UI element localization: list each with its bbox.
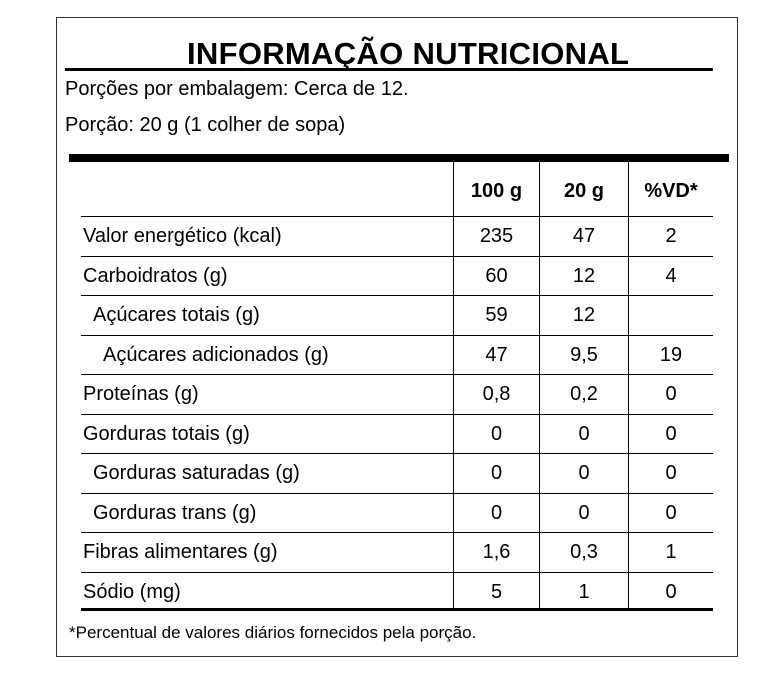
- row-separator: [81, 413, 713, 415]
- nutrient-label: Gorduras totais (g): [83, 422, 250, 445]
- title-rule: [65, 68, 713, 71]
- row-separator: [81, 532, 713, 533]
- nutrient-label: Fibras alimentares (g): [83, 541, 278, 563]
- panel-title: INFORMAÇÃO NUTRICIONAL: [187, 36, 630, 71]
- nutrient-value-v100: 0,8: [482, 383, 511, 405]
- table-bottom-rule: [81, 608, 713, 611]
- column-divider: [539, 154, 540, 609]
- nutrient-value-v100: 1,6: [482, 541, 511, 563]
- servings-per-package: Porções por embalagem: Cerca de 12.: [65, 78, 409, 100]
- nutrient-value-v20: 0,2: [570, 383, 598, 405]
- row-separator: [81, 374, 713, 375]
- column-header-vd: %VD*: [644, 180, 698, 202]
- row-separator: [81, 453, 713, 454]
- nutrient-value-vd: 0: [665, 501, 677, 524]
- column-divider: [453, 154, 454, 609]
- nutrient-value-v20: 12: [572, 304, 596, 326]
- header-rule: [69, 154, 729, 162]
- column-header-100g: 100 g: [470, 180, 523, 202]
- nutrient-value-v20: 0: [578, 501, 590, 524]
- nutrient-value-v100: 47: [485, 343, 508, 366]
- nutrient-value-v100: 60: [485, 264, 508, 287]
- nutrient-value-vd: 0: [665, 383, 677, 405]
- row-separator: [81, 255, 713, 257]
- nutrient-value-v100: 0: [490, 501, 503, 524]
- nutrient-value-v20: 47: [572, 225, 596, 247]
- row-separator: [81, 216, 713, 217]
- nutrient-value-vd: 2: [665, 225, 677, 247]
- nutrition-facts-panel: INFORMAÇÃO NUTRICIONAL Porções por embal…: [56, 17, 738, 657]
- nutrient-label: Sódio (mg): [83, 580, 181, 603]
- nutrient-value-vd: 0: [665, 422, 677, 445]
- row-separator: [81, 571, 713, 573]
- nutrient-value-vd: 4: [665, 264, 677, 287]
- footnote: *Percentual de valores diários fornecido…: [69, 623, 477, 642]
- nutrient-label: Valor energético (kcal): [83, 225, 282, 247]
- nutrient-value-v20: 0: [578, 422, 590, 445]
- column-divider: [628, 154, 629, 609]
- serving-size: Porção: 20 g (1 colher de sopa): [65, 114, 346, 136]
- column-header-20g: 20 g: [563, 180, 605, 202]
- nutrient-label: Açúcares adicionados (g): [103, 343, 329, 366]
- nutrient-value-v100: 235: [479, 225, 514, 247]
- nutrient-label: Proteínas (g): [83, 383, 199, 405]
- nutrient-value-v100: 0: [490, 422, 503, 445]
- nutrient-value-vd: 19: [659, 343, 683, 366]
- nutrient-label: Gorduras saturadas (g): [93, 462, 300, 484]
- nutrient-value-v20: 1: [578, 580, 590, 603]
- nutrient-value-v20: 9,5: [570, 343, 598, 366]
- nutrient-value-vd: 0: [665, 462, 677, 484]
- nutrient-value-vd: 0: [665, 580, 677, 603]
- nutrient-value-v20: 12: [572, 264, 596, 287]
- nutrient-value-v20: 0: [578, 462, 590, 484]
- nutrient-value-v20: 0,3: [570, 541, 598, 563]
- nutrient-value-v100: 5: [490, 580, 503, 603]
- nutrient-value-v100: 59: [485, 304, 508, 326]
- nutrient-label: Açúcares totais (g): [93, 304, 260, 326]
- row-separator: [81, 334, 713, 336]
- row-separator: [81, 295, 713, 296]
- nutrient-label: Carboidratos (g): [83, 264, 228, 287]
- row-separator: [81, 492, 713, 494]
- nutrient-label: Gorduras trans (g): [93, 501, 257, 524]
- nutrient-value-vd: 1: [665, 541, 677, 563]
- nutrient-value-v100: 0: [490, 462, 503, 484]
